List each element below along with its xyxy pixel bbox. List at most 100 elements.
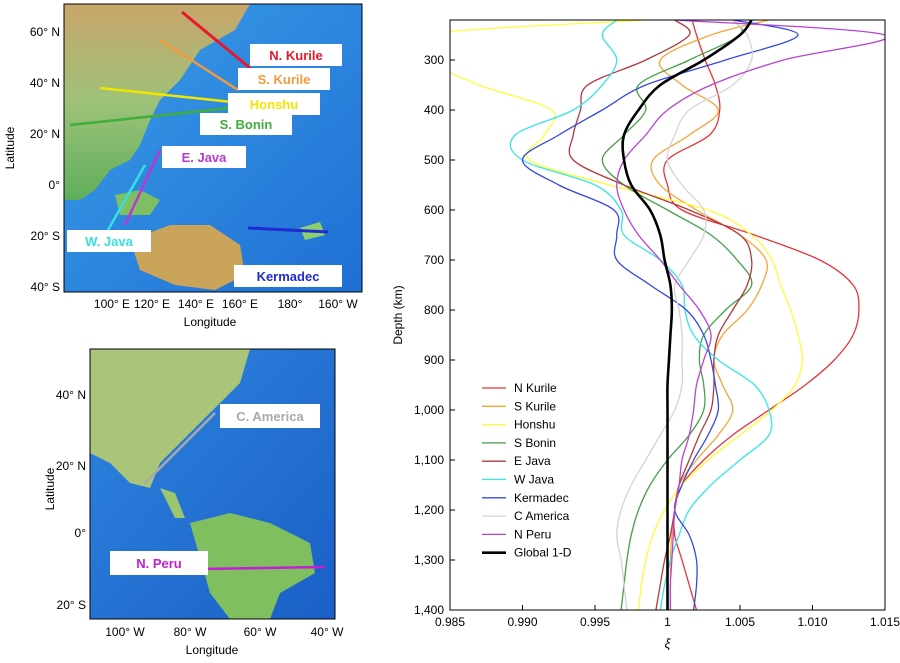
svg-text:Honshu: Honshu xyxy=(250,97,298,112)
y-tick-label: 1,000 xyxy=(414,403,444,417)
americas-ylabel: Latitude xyxy=(43,467,57,510)
svg-text:S. Kurile: S. Kurile xyxy=(258,72,311,87)
americas-lon-tick: 80° W xyxy=(174,625,207,639)
svg-text:W. Java: W. Java xyxy=(85,234,133,249)
y-tick-label: 700 xyxy=(424,253,444,267)
asia-map-frame xyxy=(63,3,363,293)
profile-series-lines xyxy=(450,20,885,610)
legend-label: Kermadec xyxy=(514,491,569,505)
label-e-java: E. Java xyxy=(162,146,246,168)
asia-pacific-map: N. Kurile S. Kurile Honshu S. Bonin E. J… xyxy=(0,0,370,330)
y-tick-label: 1,200 xyxy=(414,503,444,517)
asia-lat-tick: 20° N xyxy=(30,127,60,141)
s-bonin-line xyxy=(69,106,231,127)
y-tick-label: 500 xyxy=(424,153,444,167)
asia-lat-ticks: 60° N 40° N 20° N 0° 20° S 40° S xyxy=(30,25,60,294)
svg-text:Kermadec: Kermadec xyxy=(257,269,320,284)
svg-text:E. Java: E. Java xyxy=(182,150,228,165)
series-line-c-america xyxy=(616,20,754,610)
series-line-n-peru xyxy=(616,20,885,610)
legend-label: E Java xyxy=(514,454,551,468)
svg-text:S. Bonin: S. Bonin xyxy=(220,117,273,132)
north-america-land xyxy=(90,349,250,488)
legend-label: C America xyxy=(514,509,570,523)
asia-xlabel: Longitude xyxy=(184,315,237,329)
asia-lat-tick: 40° S xyxy=(31,280,60,294)
americas-lat-tick: 0° xyxy=(75,526,87,540)
x-tick-label: 1 xyxy=(664,615,671,629)
series-line-s-bonin xyxy=(601,20,753,610)
americas-lat-tick: 20° S xyxy=(57,598,86,612)
label-c-america: C. America xyxy=(220,404,320,428)
y-tick-label: 300 xyxy=(424,53,444,67)
americas-map-svg: C. America N. Peru 40° N 20° N 0° 20° S … xyxy=(43,348,344,657)
label-kermadec: Kermadec xyxy=(234,265,342,287)
legend-label: S Kurile xyxy=(514,399,556,413)
x-tick-label: 0.995 xyxy=(580,615,610,629)
svg-text:N. Peru: N. Peru xyxy=(136,556,182,571)
x-tick-label: 1.010 xyxy=(797,615,827,629)
y-tick-label: 800 xyxy=(424,303,444,317)
americas-lat-tick: 20° N xyxy=(56,459,86,473)
asia-lat-tick: 40° N xyxy=(30,76,60,90)
x-tick-label: 0.990 xyxy=(507,615,537,629)
asia-lon-tick: 160° E xyxy=(222,297,258,311)
x-tick-label: 1.005 xyxy=(725,615,755,629)
legend-label: S Bonin xyxy=(514,436,556,450)
asia-ylabel: Latitude xyxy=(3,126,17,169)
n-kurile-line xyxy=(181,10,251,70)
americas-lon-tick: 60° W xyxy=(244,625,277,639)
legend-label: W Java xyxy=(514,473,554,487)
kermadec-line xyxy=(247,226,329,234)
svg-text:C. America: C. America xyxy=(236,409,304,424)
profile-axes: 0.985 0.990 0.995 1 1.005 1.010 1.015 300 400 500… xyxy=(391,19,900,651)
label-n-kurile: N. Kurile xyxy=(250,44,342,66)
e-java-line xyxy=(123,149,162,226)
x-tick-label: 1.015 xyxy=(870,615,900,629)
americas-xlabel: Longitude xyxy=(186,643,239,657)
label-s-kurile: S. Kurile xyxy=(238,68,330,90)
asia-continent xyxy=(64,4,250,200)
label-n-peru: N. Peru xyxy=(110,551,208,575)
asia-lat-tick: 20° S xyxy=(31,229,60,243)
series-line-w-java xyxy=(509,20,773,610)
australia-land xyxy=(130,225,245,290)
south-america-land xyxy=(190,513,315,619)
profile-svg: 0.985 0.990 0.995 1 1.005 1.010 1.015 300 400 500… xyxy=(391,19,900,651)
asia-lon-tick: 180° xyxy=(278,297,303,311)
americas-map-frame xyxy=(89,348,336,620)
y-axis-label: Depth (km) xyxy=(391,285,405,344)
s-kurile-line xyxy=(159,38,239,92)
series-line-global-1-d xyxy=(621,20,753,610)
legend-label: Global 1-D xyxy=(514,546,572,560)
n-peru-line xyxy=(199,565,326,571)
y-tick-label: 400 xyxy=(424,103,444,117)
profile-legend: N Kurile S Kurile Honshu S Bonin E Java W Jav… xyxy=(482,381,572,560)
x-axis-label: ξ xyxy=(665,636,672,651)
legend-label: N Kurile xyxy=(514,381,557,395)
depth-profile-chart: 0.985 0.990 0.995 1 1.005 1.010 1.015 300 400 500… xyxy=(380,0,900,658)
americas-lon-tick: 100° W xyxy=(105,625,145,639)
central-america-land xyxy=(160,488,185,518)
asia-lon-tick: 100° E xyxy=(94,297,130,311)
asia-lat-tick: 60° N xyxy=(30,25,60,39)
asia-map-svg: N. Kurile S. Kurile Honshu S. Bonin E. J… xyxy=(3,3,363,329)
honshu-line xyxy=(99,86,233,104)
label-w-java: W. Java xyxy=(67,230,151,252)
x-tick-label: 0.985 xyxy=(435,615,465,629)
y-tick-label: 600 xyxy=(424,203,444,217)
americas-lon-ticks: 100° W 80° W 60° W 40° W xyxy=(105,625,344,639)
asia-lon-tick: 120° E xyxy=(134,297,170,311)
label-s-bonin: S. Bonin xyxy=(200,113,292,135)
legend-label: N Peru xyxy=(514,527,551,541)
asia-lon-tick: 140° E xyxy=(178,297,214,311)
americas-map: C. America N. Peru 40° N 20° N 0° 20° S … xyxy=(40,343,360,658)
americas-lon-tick: 40° W xyxy=(311,625,344,639)
asia-lon-ticks: 100° E 120° E 140° E 160° E 180° 160° W xyxy=(94,297,358,311)
w-java-line xyxy=(106,164,147,231)
asia-lon-tick: 160° W xyxy=(318,297,358,311)
legend-label: Honshu xyxy=(514,418,555,432)
asia-lat-tick: 0° xyxy=(49,178,61,192)
americas-lat-tick: 40° N xyxy=(56,388,86,402)
c-america-line xyxy=(144,412,216,484)
